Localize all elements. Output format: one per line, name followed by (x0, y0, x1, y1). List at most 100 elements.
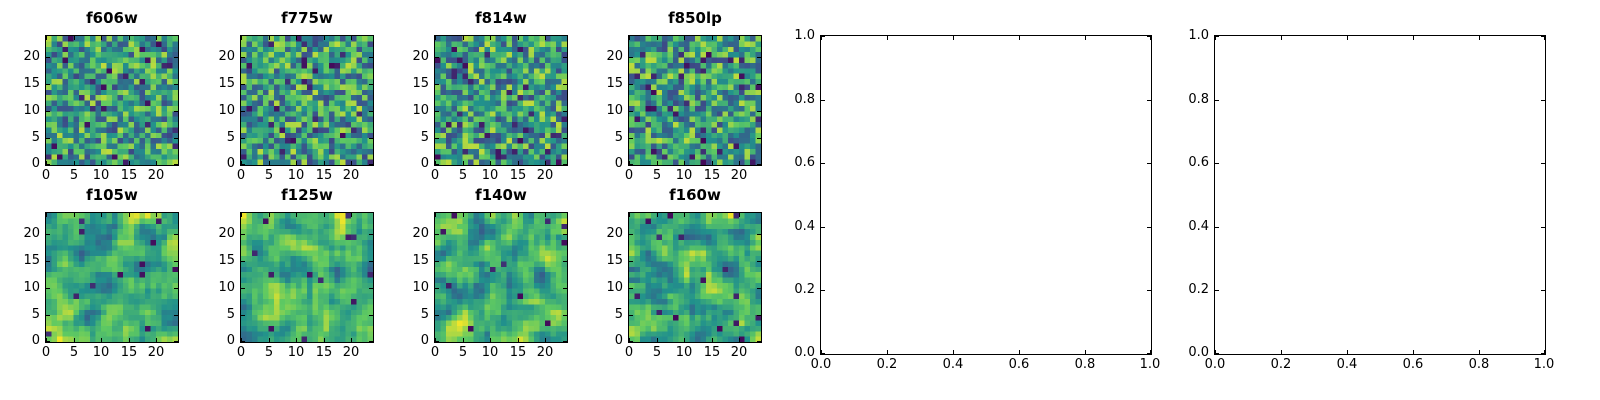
x-tick-mark (821, 36, 822, 40)
x-tick-mark (490, 213, 491, 217)
y-tick-mark (174, 315, 178, 316)
heatmap-axes: 0 5 10 15 20 0 5 10 15 20 (218, 212, 374, 360)
x-tick-label: 20 (730, 345, 748, 360)
y-tick-mark (563, 261, 567, 262)
y-tick-mark (174, 261, 178, 262)
y-tick-mark (46, 234, 50, 235)
y-tick-label: 10 (23, 280, 40, 295)
x-tick-mark (518, 161, 519, 165)
y-tick-label: 0 (226, 156, 235, 171)
x-tick-label: 0 (624, 345, 634, 360)
y-tick-label: 10 (412, 103, 429, 118)
y-tick-mark (757, 138, 761, 139)
heatmap-image-f775w (241, 36, 373, 165)
y-tick-label: 0.6 (794, 155, 815, 170)
x-tick-mark (241, 36, 242, 40)
y-tick-label: 15 (606, 76, 623, 91)
y-tick-mark (435, 261, 439, 262)
y-tick-label: 5 (614, 130, 623, 145)
x-tick-mark (684, 213, 685, 217)
y-tick-label: 10 (606, 103, 623, 118)
y-tick-mark (1541, 227, 1545, 228)
x-tick-mark (241, 213, 242, 217)
x-tick-mark (156, 338, 157, 342)
x-tick-mark (739, 213, 740, 217)
y-tick-label: 5 (31, 307, 40, 322)
y-tick-mark (821, 290, 825, 291)
y-tick-mark (369, 341, 373, 342)
x-tick-label: 5 (458, 168, 468, 183)
x-tick-mark (101, 213, 102, 217)
x-tick-mark (657, 213, 658, 217)
y-tick-mark (174, 111, 178, 112)
y-tick-mark (46, 111, 50, 112)
y-tick-mark (563, 164, 567, 165)
x-tick-mark (1085, 36, 1086, 40)
x-tick-mark (269, 213, 270, 217)
panel-f125w: f125w 0 5 10 15 20 0 5 10 15 20 (218, 186, 374, 360)
y-tick-label: 15 (23, 253, 40, 268)
x-tick-mark (351, 338, 352, 342)
x-tick-label: 5 (652, 345, 662, 360)
y-tick-mark (1147, 163, 1151, 164)
x-tick-mark (1544, 350, 1545, 354)
x-tick-label: 0.4 (942, 357, 964, 372)
x-tick-mark (545, 213, 546, 217)
x-tick-mark (129, 161, 130, 165)
x-tick-label: 0.8 (1468, 357, 1490, 372)
y-tick-mark (757, 164, 761, 165)
y-tick-mark (174, 288, 178, 289)
y-tick-label: 0 (614, 333, 623, 348)
y-tick-label: 20 (606, 49, 623, 64)
x-tick-mark (1019, 36, 1020, 40)
x-tick-mark (739, 338, 740, 342)
panel-empty-9: 0.0 0.2 0.4 0.6 0.8 1.0 0.0 0.2 0.4 0.6 0.8 1.0 (1188, 29, 1554, 372)
y-tick-mark (369, 261, 373, 262)
y-tick-label: 10 (412, 280, 429, 295)
y-tick-mark (563, 138, 567, 139)
y-tick-mark (435, 84, 439, 85)
x-tick-label: 0 (430, 345, 440, 360)
x-tick-label: 5 (652, 168, 662, 183)
x-tick-mark (241, 161, 242, 165)
y-tick-label: 0.4 (794, 219, 815, 234)
x-tick-mark (1479, 350, 1480, 354)
y-tick-mark (369, 138, 373, 139)
y-tick-label: 0 (420, 156, 429, 171)
x-tick-mark (712, 213, 713, 217)
x-tick-label: 15 (120, 168, 138, 183)
heatmap-image-f105w (46, 213, 178, 342)
x-tick-mark (241, 338, 242, 342)
y-tick-mark (435, 341, 439, 342)
x-tick-mark (463, 161, 464, 165)
x-tick-mark (46, 36, 47, 40)
x-tick-label: 10 (481, 345, 499, 360)
y-tick-mark (563, 288, 567, 289)
y-tick-mark (174, 234, 178, 235)
empty-axes: 0.0 0.2 0.4 0.6 0.8 1.0 0.0 0.2 0.4 0.6 0.8 1.0 (1188, 29, 1554, 372)
x-tick-mark (629, 213, 630, 217)
y-tick-mark (629, 84, 633, 85)
x-tick-mark (351, 213, 352, 217)
panel-title: f814w (475, 9, 527, 27)
y-tick-label: 0.2 (1188, 282, 1209, 297)
y-tick-mark (757, 341, 761, 342)
y-tick-mark (1541, 353, 1545, 354)
panel-f606w: f606w 0 5 10 15 20 0 5 10 15 20 (23, 9, 179, 183)
y-tick-label: 5 (614, 307, 623, 322)
y-tick-mark (629, 341, 633, 342)
x-tick-mark (1281, 36, 1282, 40)
y-tick-mark (821, 353, 825, 354)
heatmap-image-f850lp (629, 36, 761, 165)
y-tick-mark (241, 138, 245, 139)
y-tick-mark (369, 164, 373, 165)
y-tick-mark (757, 288, 761, 289)
x-tick-label: 1.0 (1533, 357, 1555, 372)
x-tick-mark (74, 213, 75, 217)
y-tick-mark (563, 341, 567, 342)
y-tick-mark (241, 57, 245, 58)
x-tick-mark (129, 213, 130, 217)
y-tick-label: 0.0 (794, 345, 815, 360)
x-tick-mark (1281, 350, 1282, 354)
y-tick-label: 0 (31, 156, 40, 171)
